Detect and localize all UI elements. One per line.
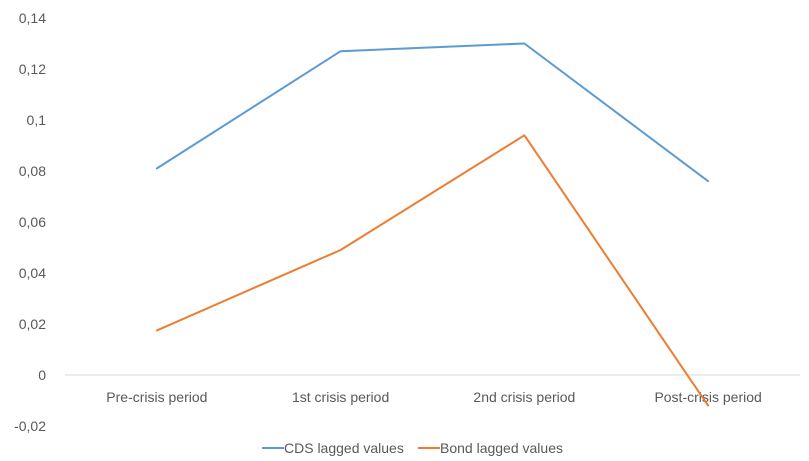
y-tick-label: 0,06 [19,214,46,230]
legend-label-0: CDS lagged values [284,440,404,456]
series-line-1 [155,134,710,407]
x-tick-label: Post-crisis period [654,389,761,405]
y-tick-label: 0 [38,367,46,383]
x-tick-label: Pre-crisis period [106,389,207,405]
y-tick-label: 0,14 [19,10,46,26]
y-tick-label: 0,12 [19,61,46,77]
x-tick-label: 1st crisis period [292,389,389,405]
y-tick-label: 0,1 [27,112,47,128]
series-line-0 [155,42,710,183]
y-tick-label: -0,02 [14,418,46,434]
legend: CDS lagged values Bond lagged values [262,440,563,456]
x-axis-tick-labels: Pre-crisis period 1st crisis period 2nd cr… [106,389,762,405]
x-tick-label: 2nd crisis period [473,389,575,405]
y-axis-tick-labels: -0,02 0 0,02 0,04 0,06 0,08 0,1 0,12 0,14 [14,10,46,434]
y-tick-label: 0,02 [19,316,46,332]
series-lines [155,42,710,407]
legend-label-1: Bond lagged values [440,440,563,456]
y-tick-label: 0,08 [19,163,46,179]
y-tick-label: 0,04 [19,265,46,281]
